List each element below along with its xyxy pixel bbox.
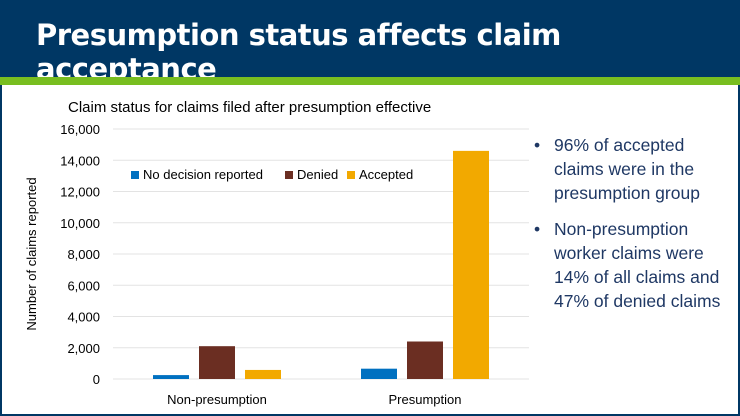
y-tick-label: 4,000 [67,310,100,325]
bullet-list: • 96% of accepted claims were in the pre… [534,133,734,325]
bullet-dot-icon: • [534,135,541,155]
y-tick-label: 6,000 [67,278,100,293]
legend-label: Denied [297,167,338,182]
y-tick-label: 8,000 [67,247,100,262]
bar-denied [407,341,443,379]
accent-stripe [0,77,740,85]
y-tick-label: 16,000 [60,122,100,137]
x-tick-label: Non-presumption [167,392,267,407]
bar-denied [199,346,235,379]
y-tick-label: 14,000 [60,153,100,168]
bar-no-decision-reported [153,375,189,379]
y-tick-label: 2,000 [67,341,100,356]
bar-chart: Claim status for claims filed after pres… [24,99,529,407]
legend-label: Accepted [359,167,413,182]
slide-title: Presumption status affects claim accepta… [36,18,561,86]
bar-no-decision-reported [361,368,397,379]
bar-accepted [245,369,281,379]
bullet-text: Non-presumption worker claims were 14% o… [554,219,721,311]
y-tick-label: 0 [93,372,100,387]
bullet-text: 96% of accepted claims were in the presu… [554,135,700,203]
y-tick-label: 10,000 [60,216,100,231]
legend-swatch [131,171,139,179]
x-tick-label: Presumption [389,392,462,407]
y-axis-label: Number of claims reported [24,177,39,330]
title-bar: Presumption status affects claim accepta… [0,0,740,86]
legend-label: No decision reported [143,167,263,182]
bar-accepted [453,150,489,379]
legend-swatch [347,171,355,179]
bullet-item: • 96% of accepted claims were in the pre… [534,133,734,205]
legend-swatch [285,171,293,179]
y-tick-label: 12,000 [60,185,100,200]
chart-title: Claim status for claims filed after pres… [68,99,431,116]
bullet-dot-icon: • [534,219,541,239]
bullet-item: • Non-presumption worker claims were 14%… [534,217,734,313]
